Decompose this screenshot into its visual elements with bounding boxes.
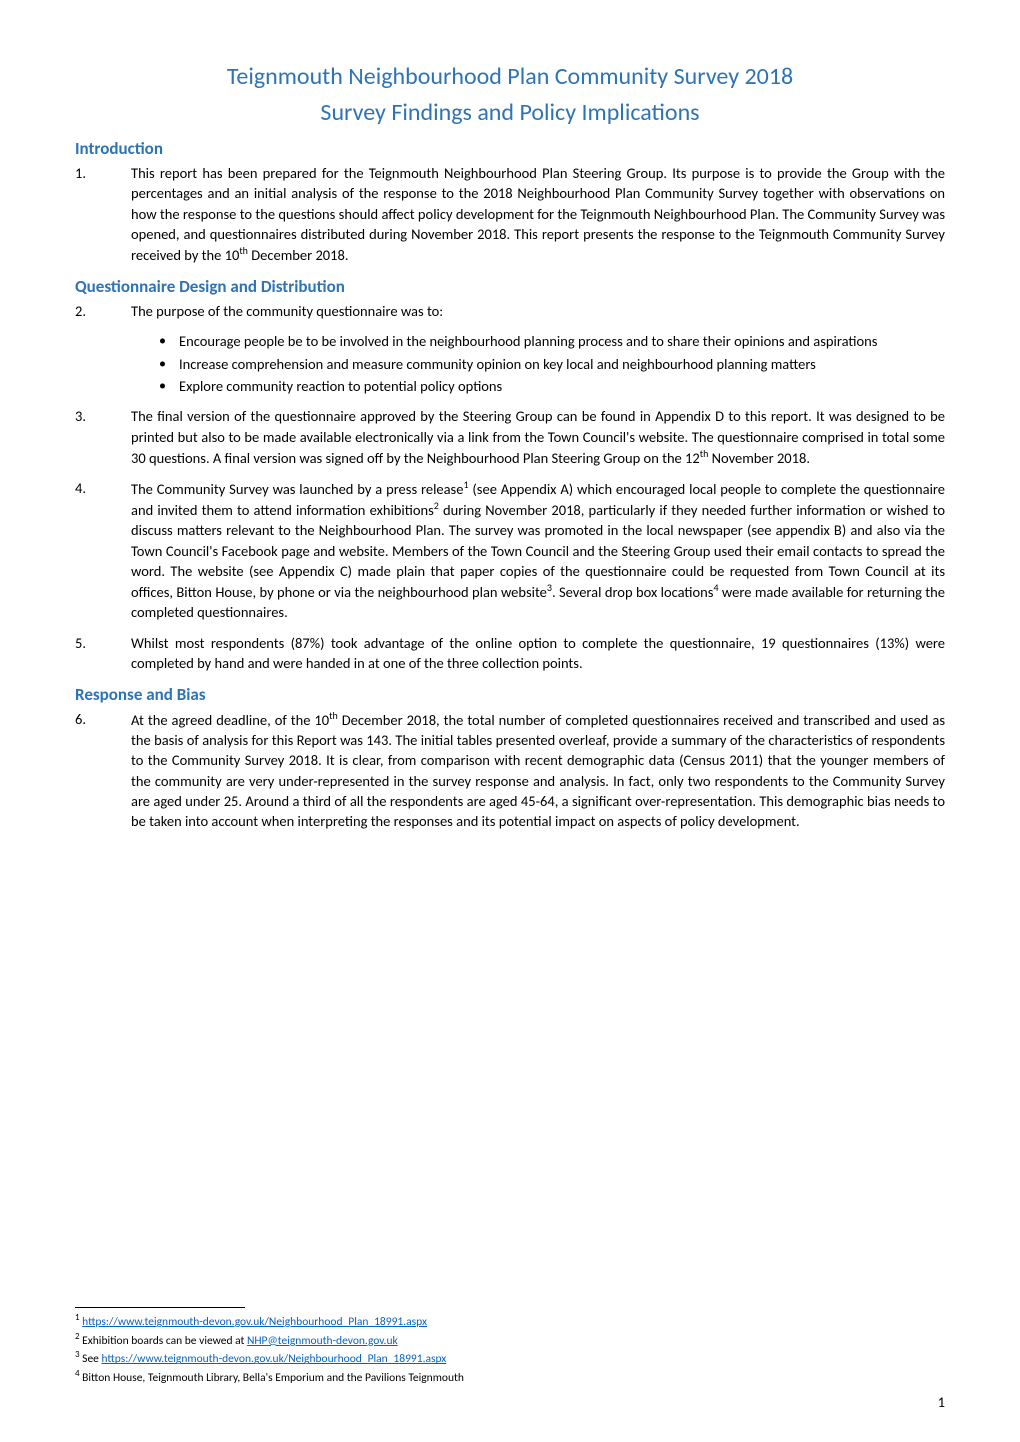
para1-text-end: December 2018. — [248, 246, 349, 264]
footnote-3-text: See — [80, 1352, 102, 1366]
paragraph-3: 3. The final version of the questionnair… — [75, 406, 945, 468]
bullet-list: Encourage people be to be involved in th… — [155, 331, 945, 396]
paragraph-1: 1. This report has been prepared for the… — [75, 163, 945, 265]
para-text: This report has been prepared for the Te… — [131, 163, 945, 265]
para-text: The purpose of the community questionnai… — [131, 301, 945, 321]
bullet-item: Increase comprehension and measure commu… — [155, 354, 945, 374]
footnote-3-link[interactable]: https://www.teignmouth-devon.gov.uk/Neig… — [102, 1352, 447, 1366]
footnote-2-text: Exhibition boards can be viewed at — [80, 1334, 247, 1348]
paragraph-6: 6. At the agreed deadline, of the 10th D… — [75, 709, 945, 832]
footnote-4: 4 Bitton House, Teignmouth Library, Bell… — [75, 1368, 945, 1386]
para-text: The final version of the questionnaire a… — [131, 406, 945, 468]
footnote-3: 3 See https://www.teignmouth-devon.gov.u… — [75, 1349, 945, 1367]
footnote-divider — [75, 1307, 245, 1308]
footnote-number: 1 — [75, 1312, 80, 1323]
footnote-2: 2 Exhibition boards can be viewed at NHP… — [75, 1331, 945, 1349]
para-text: At the agreed deadline, of the 10th Dece… — [131, 709, 945, 832]
paragraph-4: 4. The Community Survey was launched by … — [75, 478, 945, 623]
document-title-line1: Teignmouth Neighbourhood Plan Community … — [75, 60, 945, 94]
footnote-1-link[interactable]: https://www.teignmouth-devon.gov.uk/Neig… — [82, 1315, 427, 1329]
para-text: Whilst most respondents (87%) took advan… — [131, 633, 945, 674]
para-text: The Community Survey was launched by a p… — [131, 478, 945, 623]
para3-text-b: November 2018. — [708, 449, 810, 467]
page-number: 1 — [938, 1392, 945, 1412]
footnote-4-text: Bitton House, Teignmouth Library, Bella'… — [80, 1371, 464, 1385]
para-number: 5. — [75, 633, 131, 674]
para-number: 1. — [75, 163, 131, 265]
footnote-2-link[interactable]: NHP@teignmouth-devon.gov.uk — [247, 1334, 398, 1348]
superscript-th: th — [329, 709, 338, 722]
para3-text-a: The final version of the questionnaire a… — [131, 407, 945, 466]
para-number: 6. — [75, 709, 131, 832]
footnote-1: 1 https://www.teignmouth-devon.gov.uk/Ne… — [75, 1312, 945, 1330]
para-number: 4. — [75, 478, 131, 623]
bullet-item: Encourage people be to be involved in th… — [155, 331, 945, 351]
section-heading-design: Questionnaire Design and Distribution — [75, 275, 945, 299]
section-heading-introduction: Introduction — [75, 137, 945, 161]
para-number: 2. — [75, 301, 131, 321]
bullet-item: Explore community reaction to potential … — [155, 376, 945, 396]
superscript-th: th — [239, 244, 248, 257]
para4-text-d: . Several drop box locations — [552, 583, 714, 601]
para6-text-a: At the agreed deadline, of the 10 — [131, 711, 329, 729]
footnotes-section: 1 https://www.teignmouth-devon.gov.uk/Ne… — [75, 1299, 945, 1387]
para4-text-a: The Community Survey was launched by a p… — [131, 480, 463, 498]
document-title-line2: Survey Findings and Policy Implications — [75, 96, 945, 130]
para-number: 3. — [75, 406, 131, 468]
paragraph-2: 2. The purpose of the community question… — [75, 301, 945, 321]
section-heading-response: Response and Bias — [75, 683, 945, 707]
paragraph-5: 5. Whilst most respondents (87%) took ad… — [75, 633, 945, 674]
